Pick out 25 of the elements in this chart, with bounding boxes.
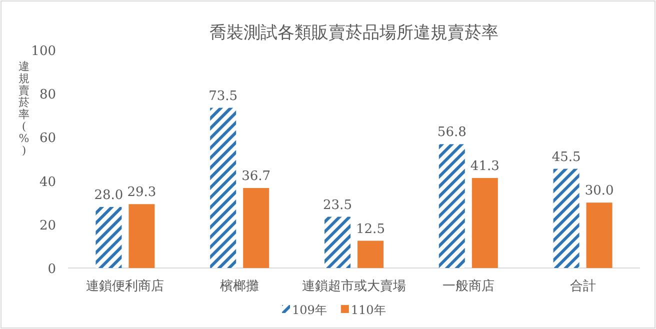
legend-label: 110年 [350, 303, 386, 317]
y-axis-title: 違規賣菸率(%) [18, 60, 30, 157]
x-tick-label: 合計 [570, 279, 596, 294]
legend-label: 109年 [292, 303, 327, 317]
data-label: 23.5 [323, 198, 352, 213]
y-tick-label: 100 [31, 44, 56, 59]
y-tick-label: 20 [39, 218, 56, 234]
data-label: 56.8 [437, 125, 466, 140]
data-label: 29.3 [127, 185, 156, 200]
y-tick-label: 60 [39, 131, 56, 146]
data-label: 12.5 [356, 222, 385, 237]
x-tick-label: 連鎖超市或大賣場 [302, 279, 406, 294]
data-label: 30.0 [584, 184, 614, 199]
data-label: 36.7 [242, 168, 271, 184]
data-label: 45.5 [552, 150, 581, 165]
y-tick-label: 80 [39, 88, 56, 103]
x-tick-label: 檳榔攤 [220, 279, 260, 294]
x-tick-label: 一般商店 [442, 278, 494, 294]
y-tick-label: 40 [39, 174, 56, 190]
chart-title: 喬裝測試各類販賣菸品場所違規賣菸率 [210, 23, 498, 43]
data-label: 73.5 [208, 88, 238, 104]
x-tick-label: 連鎖便利商店 [86, 278, 164, 294]
y-tick-label: 0 [48, 262, 56, 277]
data-label: 41.3 [470, 158, 500, 174]
data-label: 28.0 [94, 188, 124, 203]
